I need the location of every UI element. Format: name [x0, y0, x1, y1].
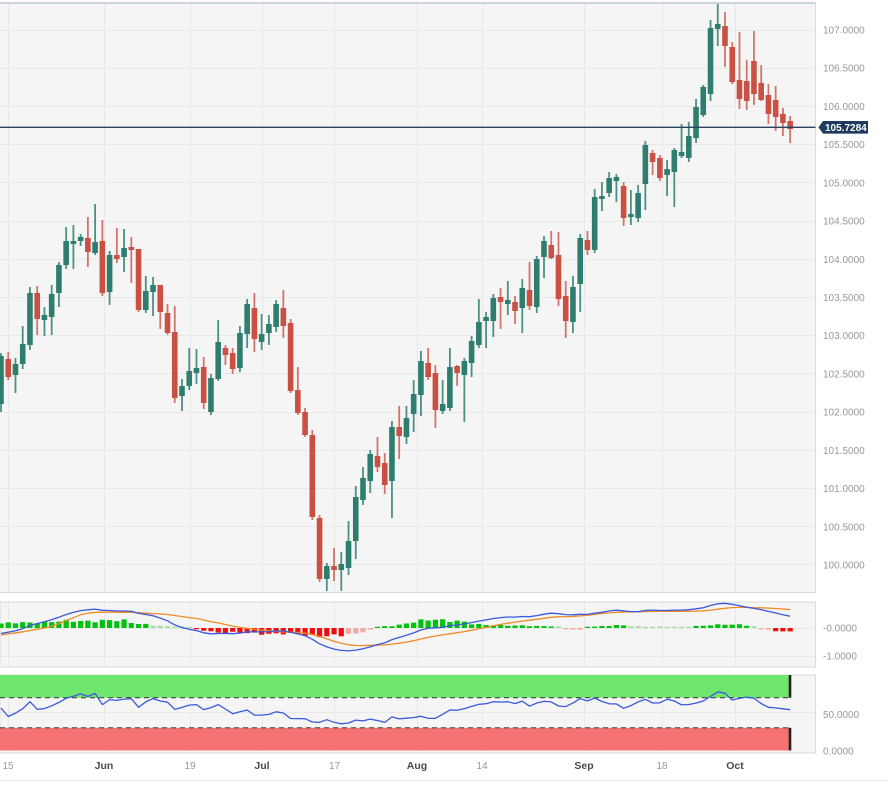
svg-text:18: 18: [656, 761, 668, 772]
svg-text:14: 14: [476, 761, 488, 772]
svg-text:105.0000: 105.0000: [823, 178, 865, 189]
svg-text:0.0000: 0.0000: [823, 747, 854, 758]
svg-text:Aug: Aug: [407, 760, 427, 772]
svg-text:106.0000: 106.0000: [823, 102, 865, 113]
svg-text:101.0000: 101.0000: [823, 484, 865, 495]
svg-text:100.5000: 100.5000: [823, 522, 865, 533]
svg-text:106.5000: 106.5000: [823, 64, 865, 75]
svg-text:Oct: Oct: [726, 760, 744, 772]
svg-text:104.0000: 104.0000: [823, 255, 865, 266]
svg-text:103.0000: 103.0000: [823, 331, 865, 342]
svg-text:-1.0000: -1.0000: [823, 652, 857, 663]
svg-text:19: 19: [184, 761, 196, 772]
svg-text:50.0000: 50.0000: [823, 710, 860, 721]
svg-text:Sep: Sep: [574, 760, 593, 772]
svg-text:102.5000: 102.5000: [823, 369, 865, 380]
svg-text:Jul: Jul: [254, 760, 269, 772]
svg-text:15: 15: [2, 761, 14, 772]
svg-text:104.5000: 104.5000: [823, 217, 865, 228]
svg-text:105.7284: 105.7284: [825, 123, 867, 134]
svg-text:100.0000: 100.0000: [823, 561, 865, 572]
svg-text:101.5000: 101.5000: [823, 446, 865, 457]
svg-text:Jun: Jun: [95, 760, 114, 772]
svg-text:102.0000: 102.0000: [823, 408, 865, 419]
svg-text:105.5000: 105.5000: [823, 140, 865, 151]
svg-text:17: 17: [329, 761, 341, 772]
svg-text:-0.0000: -0.0000: [823, 624, 857, 635]
svg-text:103.5000: 103.5000: [823, 293, 865, 304]
svg-text:107.0000: 107.0000: [823, 26, 865, 37]
